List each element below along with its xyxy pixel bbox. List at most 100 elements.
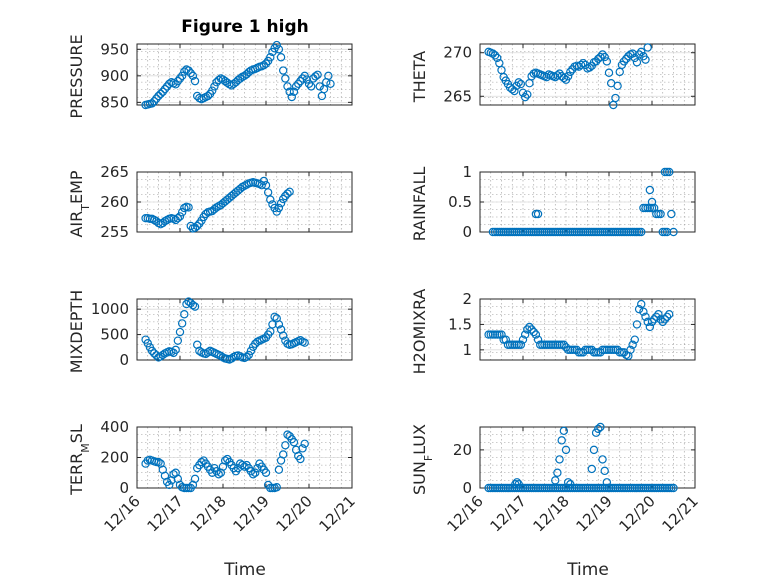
data-point (156, 89, 165, 99)
subplot-h2omixra: 1 1.5 2 H2OMIXRA (410, 289, 696, 375)
data-point (287, 92, 296, 102)
data-point (279, 450, 288, 459)
y-tick-label: 1 (462, 341, 472, 359)
data-point (641, 312, 650, 321)
data-point (306, 82, 316, 91)
data-point (579, 58, 588, 68)
data-point (542, 72, 551, 82)
data-point (493, 53, 502, 63)
data-point (281, 74, 290, 83)
data-point (669, 227, 678, 237)
data-point (276, 53, 286, 62)
data-point (154, 457, 163, 467)
x-tick-label: 12/20 (273, 492, 316, 535)
data-point (158, 87, 167, 96)
data-point (660, 315, 670, 324)
data-point (188, 71, 198, 81)
data-point (313, 70, 322, 79)
data-point (279, 331, 288, 340)
data-point (173, 336, 183, 345)
data-point (604, 483, 614, 493)
y-tick-label: 1.5 (448, 315, 472, 333)
data-point (514, 78, 523, 87)
y-tick-label: 1 (462, 163, 472, 181)
subplot-rainfall: 0 0.5 1 RAINFALL (410, 163, 696, 241)
data-point (220, 456, 230, 465)
data-point (630, 335, 640, 344)
y-axis-label: SUNFLUX (410, 424, 435, 495)
data-point (190, 474, 200, 484)
data-point (283, 430, 292, 439)
data-point (626, 345, 635, 355)
data-point (261, 468, 271, 477)
data-point (613, 81, 622, 91)
y-tick-label: 0.5 (448, 193, 472, 211)
data-point (173, 213, 183, 223)
axes-box (479, 43, 696, 106)
y-axis-label: PRESSURE (67, 34, 86, 118)
data-point (302, 75, 312, 84)
data-point (576, 60, 586, 70)
y-tick-label: 0 (462, 223, 472, 241)
x-tick-label: 12/20 (616, 492, 659, 535)
data-point (598, 50, 607, 59)
data-point (643, 43, 652, 52)
data-point (165, 79, 174, 88)
data-point (296, 454, 305, 464)
data-point (143, 339, 152, 348)
y-tick-label: 260 (100, 193, 129, 211)
y-axis-label: THETA (410, 51, 429, 103)
data-point (210, 82, 219, 91)
subplot-terr-msl: 0 200 400 12/16 12/17 12/18 12/19 12/20 12/21 TER… (67, 418, 359, 535)
data-point (274, 203, 284, 213)
data-point (510, 86, 519, 96)
data-point (203, 348, 213, 357)
data-point (667, 209, 676, 219)
data-point (266, 53, 275, 62)
data-point (645, 185, 655, 195)
data-point (158, 350, 167, 360)
data-point (186, 221, 195, 231)
data-point (324, 71, 333, 81)
data-point (641, 55, 650, 64)
data-point (649, 315, 659, 324)
data-point (298, 74, 307, 83)
data-point (154, 91, 163, 101)
data-point (300, 439, 309, 448)
y-axis-label: H2OMIXRA (410, 289, 429, 375)
data-point (518, 335, 528, 344)
data-point (525, 79, 534, 88)
data-point (149, 97, 159, 106)
subplot-pressure: 850 900 950 PRESSURE (67, 34, 353, 119)
data-point (190, 223, 200, 232)
data-point (654, 310, 663, 319)
data-point (274, 320, 284, 329)
data-point (497, 330, 506, 339)
subplot-sun-flux: 0 20 12/16 12/17 12/18 12/19 12/20 12/21 SUNFLUX (410, 422, 702, 535)
data-point (147, 99, 157, 108)
data-point (270, 312, 279, 321)
data-point (514, 479, 523, 489)
data-point (246, 346, 256, 356)
subplot-air-temp: 255 260 265 AIRTEMP (67, 163, 353, 241)
data-point (169, 470, 178, 479)
data-point (557, 436, 566, 445)
data-point (596, 52, 605, 62)
data-point (317, 91, 327, 101)
data-point (637, 47, 646, 57)
data-point (304, 79, 314, 88)
data-point (600, 52, 609, 62)
y-tick-label: 20 (453, 441, 472, 459)
data-point (604, 68, 614, 77)
data-point (165, 480, 174, 490)
data-point (596, 422, 605, 432)
y-tick-label: 200 (100, 449, 129, 467)
data-point (512, 478, 522, 487)
data-point (147, 346, 157, 356)
data-point (192, 221, 202, 231)
data-point (602, 57, 612, 66)
data-point (152, 94, 161, 103)
data-point (175, 74, 185, 83)
axes-box (136, 43, 353, 106)
